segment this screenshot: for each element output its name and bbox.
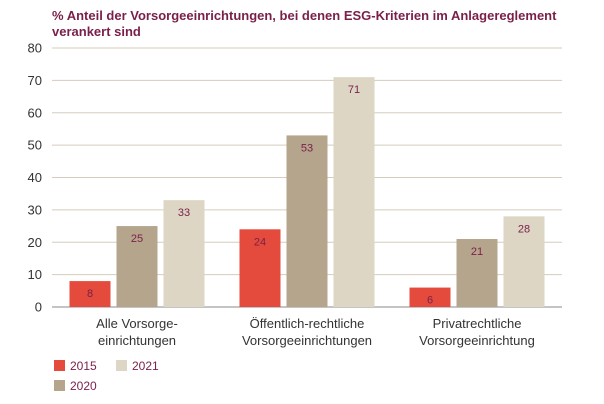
legend-swatch-2021 (116, 360, 127, 371)
bar-2015 (239, 229, 281, 307)
bar-2020 (116, 226, 158, 307)
category-label: Vorsorgeeinrichtung (419, 333, 535, 348)
y-tick-label: 0 (35, 300, 42, 315)
y-tick-label: 80 (28, 41, 42, 56)
data-label: 53 (301, 142, 313, 154)
y-tick-label: 70 (28, 73, 42, 88)
data-label: 24 (254, 236, 266, 248)
chart-title: % Anteil der Vorsorgeeinrichtungen, bei … (52, 8, 557, 39)
data-labels: 8 25 33 24 53 71 6 21 28 (87, 84, 530, 306)
bar-2021 (163, 200, 205, 307)
data-label: 21 (471, 246, 483, 258)
category-label: Vorsorgeeinrichtungen (242, 333, 372, 348)
data-label: 33 (178, 207, 190, 219)
y-axis-ticks: 0 10 20 30 40 50 60 70 80 (28, 41, 42, 315)
legend-label-2015: 2015 (70, 359, 97, 373)
legend-swatch-2020 (54, 380, 65, 391)
legend-label-2020: 2020 (70, 379, 97, 393)
legend-label-2021: 2021 (132, 359, 159, 373)
category-label: einrichtungen (98, 333, 176, 348)
bar-2020 (286, 135, 328, 307)
category-label: Öffentlich-rechtliche (250, 316, 365, 331)
y-tick-label: 20 (28, 235, 42, 250)
y-tick-label: 30 (28, 202, 42, 217)
y-tick-label: 40 (28, 170, 42, 185)
y-tick-label: 50 (28, 138, 42, 153)
data-label: 8 (87, 288, 93, 300)
legend-swatch-2015 (54, 360, 65, 371)
data-label: 6 (427, 295, 433, 307)
category-label: Alle Vorsorge- (96, 316, 178, 331)
data-label: 25 (131, 233, 143, 245)
y-tick-label: 60 (28, 105, 42, 120)
bar-2015 (69, 281, 111, 307)
data-label: 71 (348, 84, 360, 96)
legend: 2015 2020 2021 (54, 359, 159, 393)
data-label: 28 (518, 223, 530, 235)
bar-2021 (333, 77, 375, 307)
bars (69, 77, 545, 307)
bar-2021 (503, 216, 545, 307)
bar-2015 (409, 287, 451, 307)
category-label: Privatrechtliche (433, 316, 522, 331)
bar-2020 (456, 239, 498, 307)
x-axis-categories: Alle Vorsorge-einrichtungen Öffentlich-re… (96, 316, 535, 348)
y-tick-label: 10 (28, 267, 42, 282)
